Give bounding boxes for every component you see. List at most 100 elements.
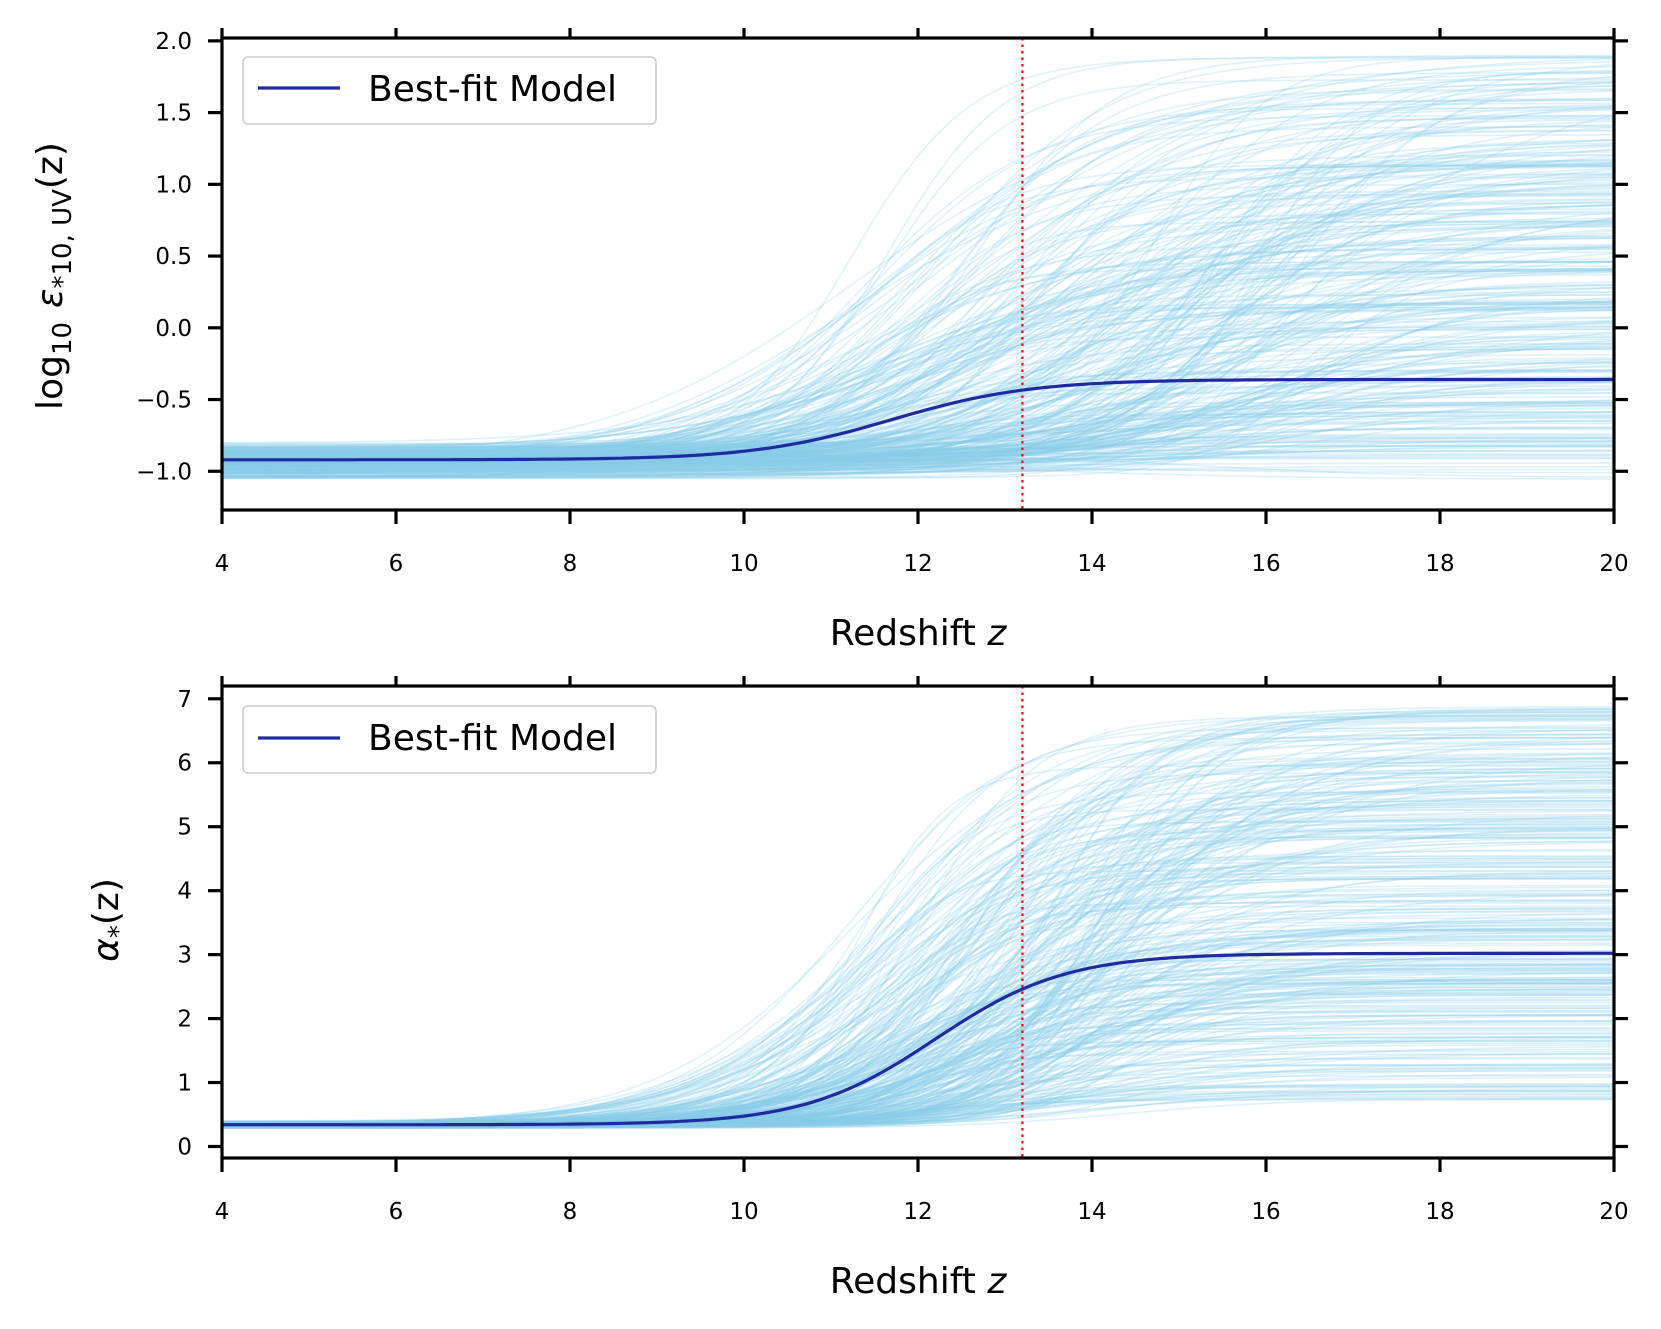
sample-curve	[222, 316, 1614, 466]
sample-curve	[222, 756, 1614, 1124]
sample-curve	[222, 168, 1614, 466]
sample-curve	[222, 790, 1614, 1129]
x-tick-label: 4	[215, 551, 230, 577]
sample-curve	[222, 213, 1614, 474]
sample-curve	[222, 119, 1614, 477]
sample-curve	[222, 435, 1614, 453]
sample-curve	[222, 173, 1614, 452]
sample-curve	[222, 720, 1614, 1128]
sample-curve	[222, 328, 1614, 455]
sample-curve	[222, 309, 1614, 474]
sample-curve	[222, 161, 1614, 451]
sample-curve	[222, 850, 1614, 1129]
sample-curve	[222, 1050, 1614, 1128]
sample-curve	[222, 336, 1614, 451]
y-tick-label: −1.0	[136, 459, 192, 485]
sample-curve	[222, 246, 1614, 457]
sample-curve	[222, 57, 1614, 466]
sample-curve	[222, 323, 1614, 464]
sample-curve	[222, 400, 1614, 464]
sample-curve	[222, 758, 1614, 1128]
sample-curve	[222, 220, 1614, 457]
sample-curve	[222, 886, 1614, 1122]
sample-curve	[222, 248, 1614, 469]
sample-curve	[222, 120, 1614, 480]
sample-curve	[222, 306, 1614, 453]
sample-curve	[222, 734, 1614, 1126]
sample-curve	[222, 420, 1614, 460]
sample-curve	[222, 453, 1614, 478]
x-tick-label: 4	[215, 1199, 230, 1225]
sample-curve	[222, 344, 1614, 456]
sample-curve	[222, 187, 1614, 459]
sample-curve	[222, 173, 1614, 458]
sample-curve	[222, 305, 1614, 454]
sample-curve	[222, 244, 1614, 466]
sample-curve	[222, 444, 1614, 477]
sample-curve	[222, 416, 1614, 459]
sample-curve	[222, 303, 1614, 449]
sample-curve	[222, 286, 1614, 468]
sample-curve	[222, 939, 1614, 1129]
sample-curve	[222, 753, 1614, 1124]
sample-curve	[222, 269, 1614, 479]
sample-curve	[222, 204, 1614, 466]
sample-curve	[222, 307, 1614, 448]
sample-curve	[222, 836, 1614, 1128]
sample-curve	[222, 449, 1614, 479]
sample-curve	[222, 921, 1614, 1128]
sample-curve	[222, 90, 1614, 472]
sample-curve	[222, 729, 1614, 1124]
sample-curve	[222, 788, 1614, 1128]
sample-curve	[222, 270, 1614, 467]
sample-curve	[222, 441, 1614, 458]
sample-curve	[222, 938, 1614, 1128]
sample-curve	[222, 872, 1614, 1123]
y-axis-label: α*(z)	[86, 878, 134, 962]
sample-curve	[222, 320, 1614, 449]
sample-curve	[222, 235, 1614, 462]
sample-curve	[222, 284, 1614, 467]
sample-curve	[222, 270, 1614, 450]
sample-curve	[222, 139, 1614, 467]
sample-curve	[222, 79, 1614, 457]
sample-curve	[222, 1098, 1614, 1129]
sample-curve	[222, 446, 1614, 477]
sample-curve	[222, 453, 1614, 459]
sample-curve	[222, 201, 1614, 449]
sample-curve	[222, 405, 1614, 471]
x-axis-ticks: 4 6 8 10 12 14 16 18 20	[215, 676, 1629, 1225]
sample-curve	[222, 220, 1614, 459]
sample-curve	[222, 148, 1614, 458]
sample-curve	[222, 116, 1614, 478]
sample-curve	[222, 1042, 1614, 1124]
sample-curve	[222, 466, 1614, 471]
sample-curve	[222, 837, 1614, 1128]
sample-curve	[222, 875, 1614, 1124]
sample-curve	[222, 287, 1614, 474]
sample-curve	[222, 399, 1614, 475]
sample-curve	[222, 450, 1614, 455]
sample-curve	[222, 80, 1614, 465]
sample-curve	[222, 442, 1614, 465]
sample-curve	[222, 385, 1614, 449]
sample-curve	[222, 444, 1614, 468]
sample-curve	[222, 718, 1614, 1126]
sample-curve	[222, 260, 1614, 456]
sample-curve	[222, 957, 1614, 1126]
epsilon-panel: 4 6 8 10 12 14 16 18 20 −1.0−0.50.00.51.01.52.0 …	[30, 28, 1629, 654]
sample-curve	[222, 346, 1614, 478]
sample-curve	[222, 299, 1614, 457]
sample-curve	[222, 794, 1614, 1125]
sample-curve	[222, 361, 1614, 468]
sample-curve	[222, 221, 1614, 459]
sample-curve	[222, 763, 1614, 1127]
sample-curve	[222, 301, 1614, 464]
sample-curve	[222, 366, 1614, 472]
sample-curve	[222, 166, 1614, 470]
sample-curve	[222, 219, 1614, 471]
sample-curve	[222, 927, 1614, 1129]
sample-curve	[222, 969, 1614, 1123]
y-axis-label: log10ε*10, UV(z)	[30, 142, 78, 410]
sample-curve	[222, 772, 1614, 1124]
